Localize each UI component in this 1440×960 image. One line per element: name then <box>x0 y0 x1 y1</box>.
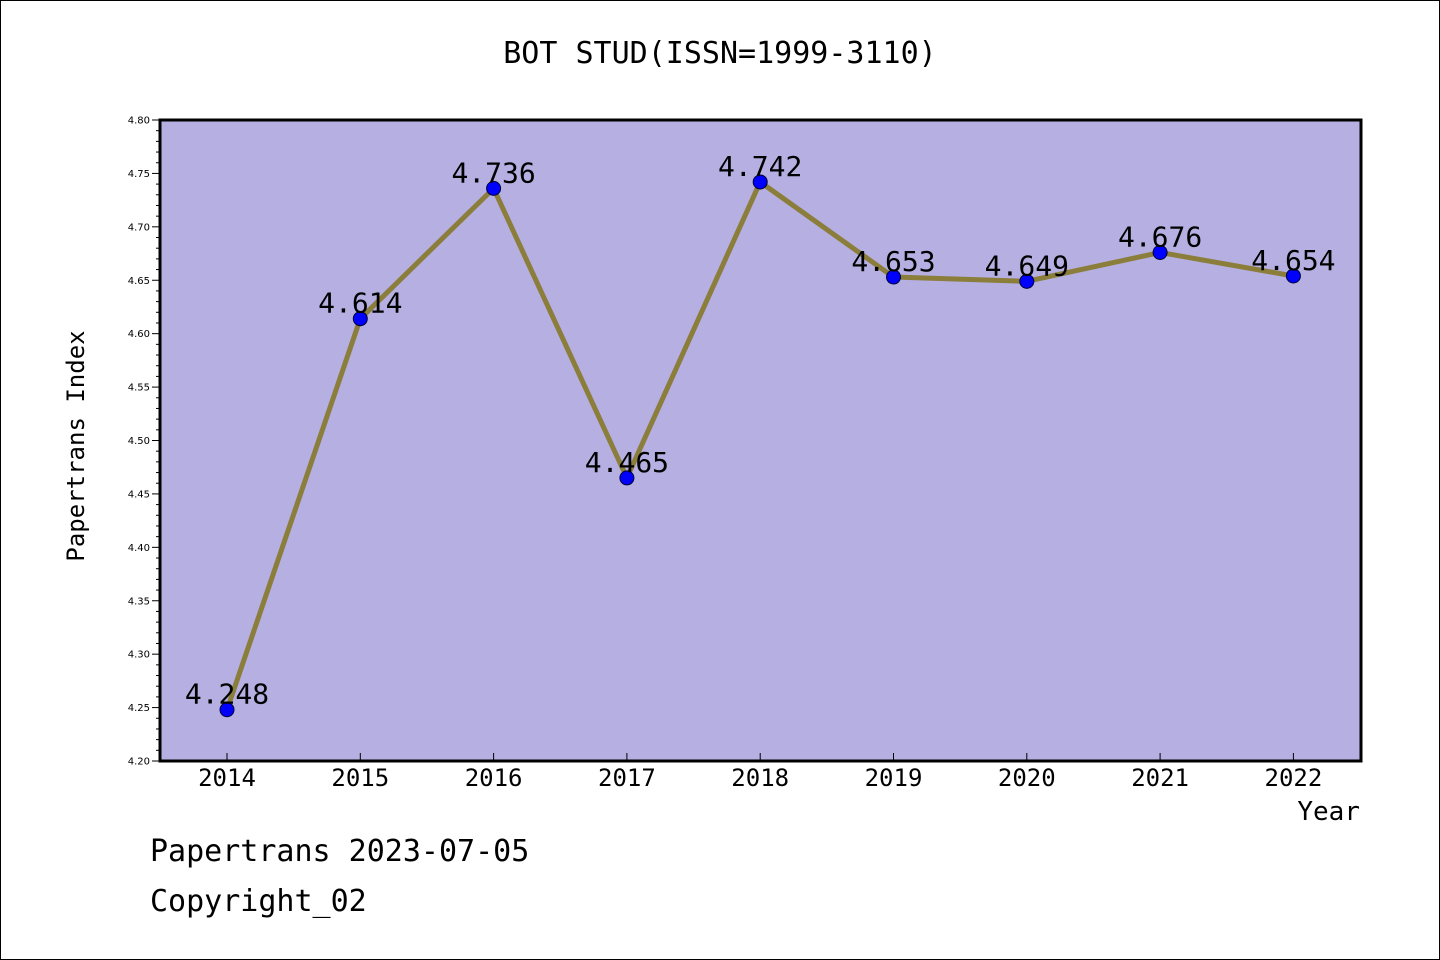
data-label: 4.654 <box>1251 244 1335 277</box>
data-label: 4.653 <box>851 245 935 278</box>
y-tick-label: 4.45 <box>128 489 150 500</box>
data-label: 4.742 <box>718 150 802 183</box>
x-tick-label: 2017 <box>598 764 656 792</box>
data-point <box>219 702 235 718</box>
x-tick-label: 2018 <box>731 764 789 792</box>
x-tick-label: 2020 <box>998 764 1056 792</box>
data-label: 4.614 <box>318 287 402 320</box>
data-point <box>619 470 635 486</box>
y-axis-label: Papertrans Index <box>62 330 90 561</box>
y-axis: 4.20 4.25 4.30 4.35 4.40 4.45 4.50 4.55 4.60 4.65… <box>128 116 160 768</box>
y-tick-label: 4.65 <box>128 276 150 287</box>
footer-date: Papertrans 2023-07-05 <box>150 834 530 869</box>
data-label: 4.736 <box>451 156 535 189</box>
y-tick-label: 4.60 <box>128 329 150 340</box>
data-point <box>1019 273 1035 289</box>
x-tick-label: 2021 <box>1131 764 1189 792</box>
y-tick-label: 4.50 <box>128 436 150 447</box>
data-label: 4.649 <box>985 249 1069 282</box>
y-tick-label: 4.20 <box>128 757 150 768</box>
y-tick-label: 4.75 <box>128 169 150 180</box>
x-tick-label: 2016 <box>465 764 523 792</box>
x-tick-label: 2015 <box>331 764 389 792</box>
data-point <box>352 311 368 327</box>
data-labels: 4.248 4.614 4.736 4.465 4.742 4.653 4.649 4.676… <box>185 150 1336 711</box>
y-tick-label: 4.70 <box>128 222 150 233</box>
data-label: 4.465 <box>585 446 669 479</box>
data-point <box>752 174 768 190</box>
series-markers <box>219 174 1301 718</box>
data-point <box>1285 268 1301 284</box>
data-point <box>1152 244 1168 260</box>
y-tick-label: 4.55 <box>128 383 150 394</box>
data-point <box>886 269 901 285</box>
chart-title: BOT STUD(ISSN=1999-3110) <box>503 36 937 71</box>
x-axis: 2014 2015 2016 2017 2018 2019 2020 2021 2022 <box>198 753 1322 792</box>
y-tick-label: 4.30 <box>128 650 150 661</box>
plot-area <box>160 120 1361 761</box>
plot-border <box>158 118 1363 763</box>
data-label: 4.676 <box>1118 220 1202 253</box>
y-tick-label: 4.25 <box>128 703 150 714</box>
x-tick-label: 2022 <box>1265 764 1323 792</box>
y-tick-label: 4.40 <box>128 543 150 554</box>
footer-copyright: Copyright_02 <box>150 884 367 919</box>
data-point <box>486 180 502 196</box>
x-axis-label: Year <box>1297 797 1360 827</box>
x-tick-label: 2019 <box>865 764 923 792</box>
x-tick-label: 2014 <box>198 764 256 792</box>
data-label: 4.248 <box>185 678 269 711</box>
y-tick-label: 4.80 <box>128 116 150 127</box>
y-tick-label: 4.35 <box>128 596 150 607</box>
